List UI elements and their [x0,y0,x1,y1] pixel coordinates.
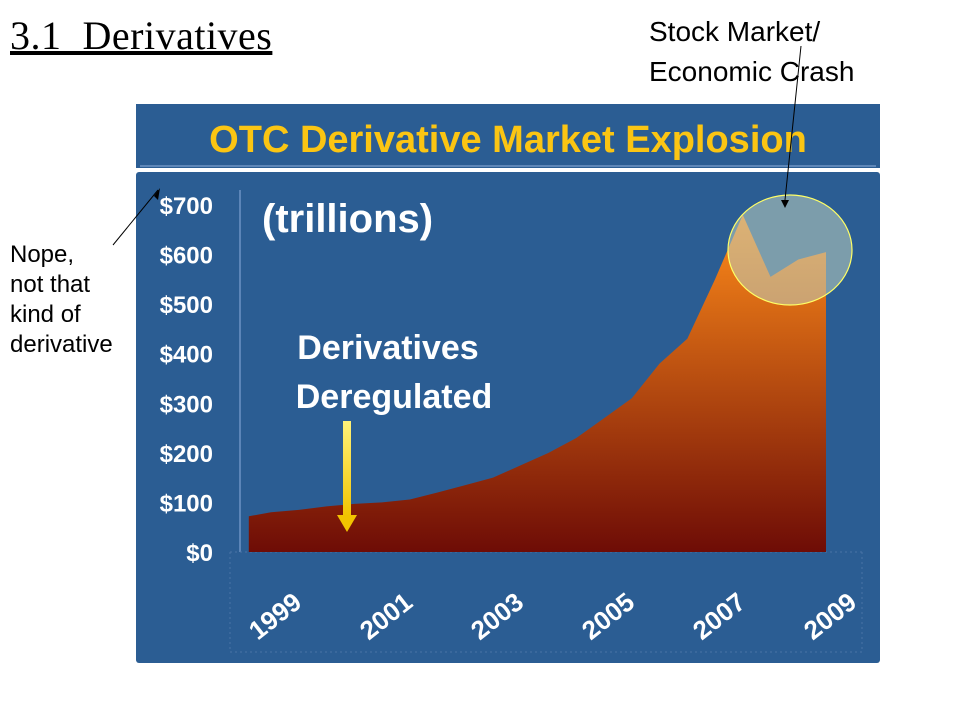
y-tick-label: $600 [160,243,213,270]
derivative-pointer-arrowhead-icon [154,188,160,200]
y-tick-label: $700 [160,193,213,220]
crash-annotation-line1: Stock Market/ [649,16,821,47]
crash-pointer-line [784,45,802,201]
slide-title: 3.1 Derivatives [10,13,273,58]
derivative-annotation-line: not that [10,271,91,298]
y-tick-label: $500 [160,292,213,319]
y-tick-label: $400 [160,342,213,369]
derivative-pointer-line [112,189,159,246]
chart-title-band [136,104,880,168]
y-tick-label: $0 [186,540,213,567]
derivative-annotation-line: derivative [10,331,113,358]
y-tick-label: $100 [160,490,213,517]
deregulated-label-line2: Deregulated [296,378,493,416]
derivative-annotation-line: kind of [10,301,81,328]
crash-pointer-arrowhead-icon [781,200,789,208]
chart-title: OTC Derivative Market Explosion [209,119,807,161]
crash-annotation: Stock Market/ Economic Crash [649,12,854,92]
y-tick-label: $200 [160,441,213,468]
derivative-annotation-line: Nope, [10,241,75,268]
derivative-annotation: Nope, not that kind of derivative [10,240,113,360]
deregulated-label-line1: Derivatives [297,329,478,367]
crash-annotation-line2: Economic Crash [649,56,855,87]
unit-label: (trillions) [262,197,433,241]
derivatives-area [248,214,827,552]
crash-highlight-circle [727,194,853,306]
y-tick-label: $300 [160,391,213,418]
deregulation-arrow-icon [337,421,357,532]
